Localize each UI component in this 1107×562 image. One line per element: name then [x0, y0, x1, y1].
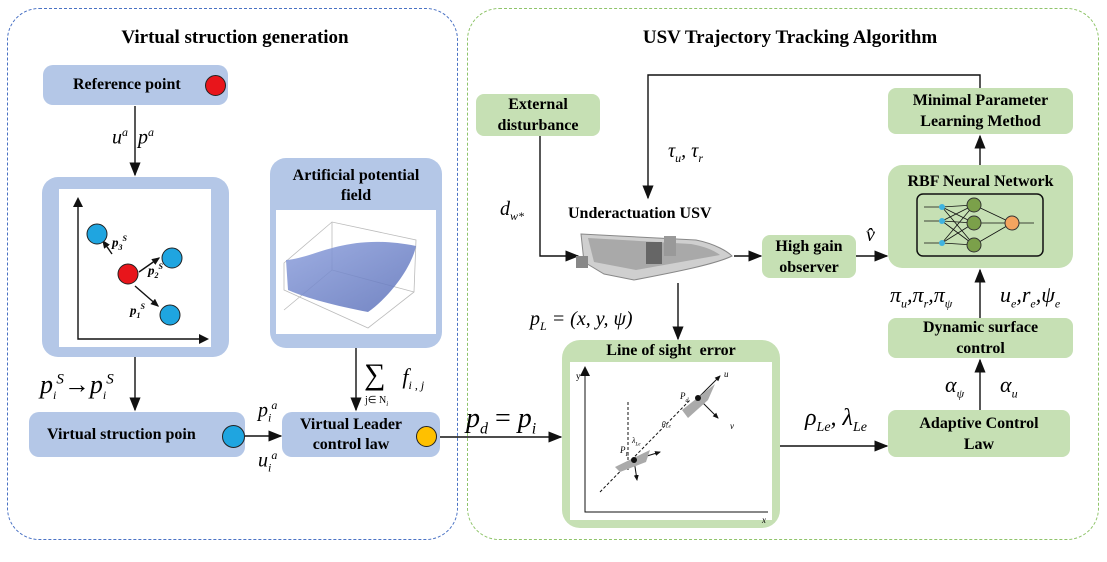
artificial-potential-field-box: Artificial potential field — [270, 158, 442, 348]
right-panel-title: USV Trajectory Tracking Algorithm — [642, 27, 938, 48]
high-gain-observer-box: High gain observer — [762, 235, 856, 278]
usv-label: Underactuation USV — [568, 205, 712, 222]
p2s-label: p2S — [148, 262, 163, 280]
ua-pa-label: ua pa — [112, 125, 154, 149]
tau-label: τu, τr — [668, 140, 704, 165]
dw-label: dw* — [500, 198, 525, 223]
left-panel-title: Virtual struction generation — [121, 27, 349, 48]
pd-equals-pi-label: pd = pi — [466, 403, 537, 438]
reference-point-red-dot — [205, 75, 226, 96]
rbf-neural-network-box: RBF Neural Network — [888, 165, 1073, 268]
error-states-label: ue,re,ψe — [1000, 282, 1061, 311]
formation-scatter-plot — [59, 189, 211, 347]
external-disturbance-box: External disturbance — [476, 94, 600, 136]
virtual-leader-label: Virtual Leader control law — [299, 415, 403, 453]
usv-tracking-panel — [467, 8, 1099, 540]
los-geometry-plot — [570, 362, 772, 520]
sum-force-label: ∑ fi , j — [364, 358, 425, 392]
follower-dot-3 — [86, 223, 108, 245]
alpha-psi-label: αψ — [945, 372, 965, 401]
follower-dot-1 — [159, 304, 181, 326]
sum-index-label: j∈ Ni — [365, 395, 389, 408]
arrow-feedback-to-usv — [642, 74, 981, 200]
follower-dot-2 — [161, 247, 183, 269]
alpha-u-label: αu — [1000, 372, 1018, 401]
vhat-label: v̂ — [866, 224, 875, 246]
adaptive-control-law-box: Adaptive Control Law — [888, 410, 1070, 457]
virtual-struction-panel — [7, 8, 458, 540]
p1s-label: p1S — [130, 302, 145, 320]
virtual-struction-point-box: Virtual struction poin — [29, 412, 245, 457]
virtual-struction-point-blue-dot — [222, 425, 245, 448]
virtual-leader-yellow-dot — [416, 426, 437, 447]
potential-field-surface — [276, 210, 436, 334]
pi-label: πu,πr,πψ — [890, 282, 953, 311]
pd-point-label: Pd — [680, 391, 689, 404]
reference-point-label: Reference point — [73, 76, 181, 93]
uia-label: uia — [258, 448, 278, 475]
usv-boat-image — [576, 233, 733, 281]
apf-title: Artificial potential field — [292, 167, 420, 204]
lambda-le-small-label: λLe — [632, 436, 641, 448]
pl-point-label: PL — [620, 445, 629, 458]
virtual-struction-point-label: Virtual struction poin — [47, 425, 196, 443]
formation-scatter-box: p3S p2S p1S — [42, 177, 229, 357]
arrow-disturbance-to-usv — [539, 136, 580, 262]
rho-lambda-label: ρLe, λLe — [805, 405, 867, 435]
line-of-sight-error-box: Line of sight error y x Pd PL ρLe λLe u … — [562, 340, 780, 528]
dynamic-surface-control-box: Dynamic surface control — [888, 318, 1073, 358]
ps-mapping-label: piS→piS — [40, 370, 114, 403]
minimal-parameter-box: Minimal Parameter Learning Method — [888, 88, 1073, 134]
p3s-label: p3S — [112, 234, 127, 252]
virtual-leader-box: Virtual Leader control law — [282, 412, 440, 457]
reference-point-box: Reference point — [43, 65, 228, 105]
leader-dot — [117, 263, 139, 285]
pl-label: pL = (x, y, ψ) — [530, 308, 633, 333]
rho-le-small-label: ρLe — [662, 418, 671, 430]
pia-label: pia — [258, 398, 278, 425]
neural-network-icon — [916, 193, 1044, 257]
